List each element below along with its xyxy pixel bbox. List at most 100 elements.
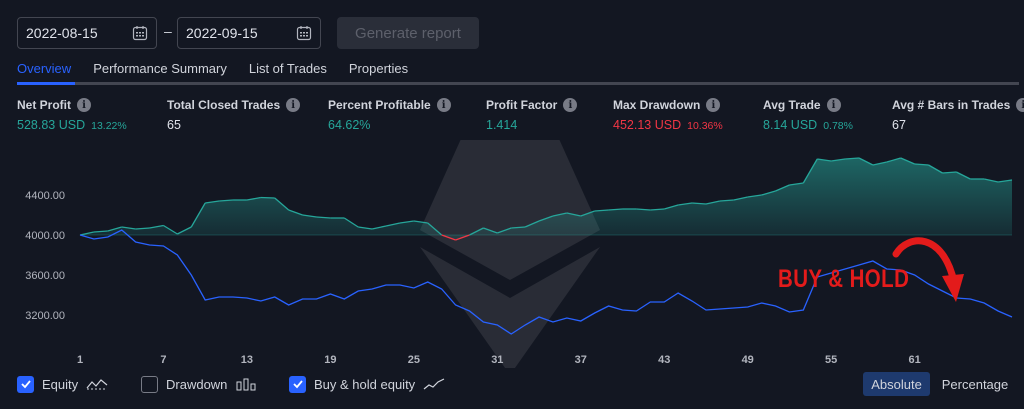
info-icon[interactable]: i: [77, 98, 91, 112]
calendar-icon[interactable]: [296, 25, 312, 41]
stat-value: 67: [892, 118, 906, 132]
equity-line-segment: [524, 220, 540, 228]
info-icon[interactable]: i: [286, 98, 301, 112]
equity-line-segment: [538, 215, 554, 222]
equity-line-segment: [942, 171, 957, 174]
drawdown-checkbox[interactable]: [141, 375, 158, 393]
tab-properties[interactable]: Properties: [348, 61, 409, 76]
x-tick-label: 19: [324, 354, 336, 366]
equity-line-segment: [650, 208, 665, 211]
start-date-field[interactable]: 2022-08-15: [17, 17, 157, 49]
equity-line-segment: [107, 226, 122, 232]
equity-checkbox[interactable]: [17, 375, 34, 393]
equity-line-segment: [441, 234, 456, 241]
equity-line-segment: [789, 182, 804, 186]
legend-equity-label: Equity: [42, 376, 79, 392]
equity-line-segment: [831, 158, 846, 162]
end-date-field[interactable]: 2022-09-15: [177, 17, 321, 49]
legend-drawdown[interactable]: Drawdown: [141, 374, 257, 394]
curved-arrow-icon: [892, 237, 964, 302]
buy-hold-line: [79, 229, 1013, 335]
equity-line-segment: [872, 161, 887, 166]
x-tick-label: 49: [742, 354, 754, 366]
y-tick-label: 4400.00: [25, 190, 65, 202]
bar-chart-icon: [236, 378, 256, 391]
equity-line-segment: [678, 202, 693, 206]
info-icon[interactable]: i: [563, 98, 578, 112]
stat-label: Net Profit: [17, 98, 71, 112]
info-icon[interactable]: i: [436, 98, 451, 112]
tab-overview[interactable]: Overview: [17, 61, 72, 76]
x-tick-label: 1: [77, 354, 83, 366]
legend-buy-hold-label: Buy & hold equity: [314, 376, 416, 392]
end-date-value: 2022-09-15: [186, 25, 258, 41]
tab-list-of-trades[interactable]: List of Trades: [248, 61, 327, 76]
info-icon[interactable]: i: [706, 98, 721, 112]
buy-hold-annotation: BUY & HOLD: [778, 265, 910, 293]
equity-line-segment: [343, 217, 359, 228]
equity-line-segment: [260, 196, 275, 199]
stat-percent-profitable: Percent Profitable i 64.62%: [328, 98, 451, 132]
equity-line-segment: [497, 227, 512, 234]
equity-line-segment: [219, 199, 234, 202]
equity-line-segment: [775, 184, 790, 192]
equity-line-segment: [302, 214, 317, 218]
equity-line-segment: [733, 196, 748, 201]
equity-line-segment: [371, 225, 387, 230]
legend-buy-hold[interactable]: Buy & hold equity: [289, 374, 445, 394]
equity-line-segment: [928, 164, 943, 174]
equity-line-segment: [190, 202, 206, 228]
equity-line-segment: [858, 157, 874, 166]
equity-line-segment: [719, 199, 734, 202]
x-tick-label: 25: [408, 354, 420, 366]
equity-line-segment: [358, 226, 373, 230]
stat-value: 64.62%: [328, 118, 371, 132]
stat-value: 8.14 USD: [763, 118, 818, 132]
equity-line-segment: [914, 163, 929, 166]
y-tick-label: 4000.00: [25, 230, 65, 242]
absolute-toggle-button[interactable]: Absolute: [863, 372, 930, 396]
legend-drawdown-label: Drawdown: [166, 376, 228, 392]
stat-label: Avg Trade: [763, 98, 821, 112]
equity-line-segment: [802, 158, 818, 184]
tabs-divider: [17, 82, 1019, 85]
stat-percent: 10.36%: [687, 120, 723, 132]
equity-chart[interactable]: 4400.00 4000.00 3600.00 3200.00 1 7 13 19 25 31 3…: [0, 140, 1024, 368]
equity-line-segment: [511, 226, 526, 229]
equity-line-segment: [135, 227, 150, 230]
stat-label: Total Closed Trades: [167, 98, 281, 112]
tab-bar: Overview Performance Summary List of Tra…: [17, 61, 430, 76]
equity-line-segment: [469, 227, 484, 236]
stat-value: 65: [167, 118, 181, 132]
info-icon[interactable]: i: [826, 98, 841, 112]
equity-line-segment: [664, 204, 679, 210]
stat-percent: 13.22%: [91, 120, 127, 132]
equity-line-segment: [455, 234, 470, 241]
stat-max-drawdown: Max Drawdown i 452.13 USD 10.36%: [613, 98, 723, 132]
equity-line-segment: [246, 196, 261, 201]
generate-report-button[interactable]: Generate report: [337, 17, 479, 49]
buy-hold-checkbox[interactable]: [289, 375, 306, 393]
stat-value: 528.83 USD: [17, 118, 86, 132]
x-tick-label: 7: [160, 354, 166, 366]
start-date-value: 2022-08-15: [26, 25, 98, 41]
stat-percent: 0.78%: [823, 120, 853, 132]
tab-performance-summary[interactable]: Performance Summary: [93, 61, 227, 76]
x-tick-label: 37: [575, 354, 587, 366]
equity-line-segment: [747, 194, 762, 198]
stat-label: Percent Profitable: [328, 98, 431, 112]
percentage-toggle-button[interactable]: Percentage: [941, 376, 1009, 392]
equity-line-segment: [594, 209, 609, 212]
equity-line-icon: [86, 379, 108, 390]
equity-line-segment: [692, 202, 707, 205]
equity-line-segment: [566, 212, 581, 217]
calendar-icon[interactable]: [132, 25, 148, 41]
info-icon[interactable]: i: [1016, 98, 1024, 112]
stat-value: 452.13 USD: [613, 118, 682, 132]
equity-line-segment: [205, 200, 220, 204]
legend-equity[interactable]: Equity: [17, 374, 108, 394]
x-tick-label: 55: [825, 354, 837, 366]
equity-area: [80, 158, 1012, 240]
equity-line-segment: [984, 178, 999, 183]
